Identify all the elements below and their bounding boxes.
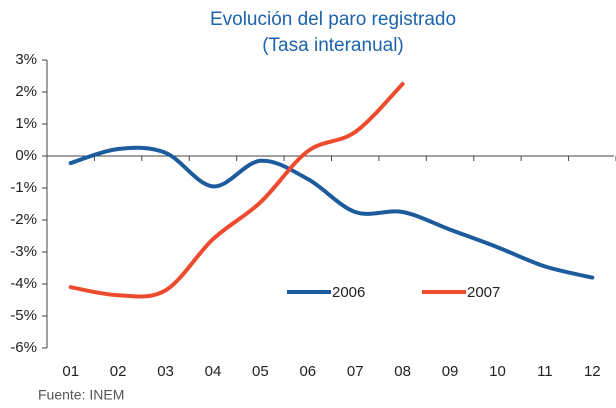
- legend-label: 2007: [467, 284, 500, 301]
- x-tick-label: 01: [62, 363, 79, 380]
- x-tick-label: 10: [489, 363, 506, 380]
- chart-subtitle: (Tasa interanual): [262, 35, 404, 56]
- y-tick-label: -4%: [10, 275, 37, 292]
- y-tick-label: -1%: [10, 179, 37, 196]
- x-tick-label: 08: [394, 363, 411, 380]
- x-tick-label: 11: [537, 363, 553, 380]
- x-tick-label: 02: [110, 363, 127, 380]
- y-tick-label: -5%: [10, 307, 37, 324]
- legend-label: 2006: [332, 284, 365, 301]
- series-line: [68, 145, 595, 280]
- series-line: [68, 82, 405, 299]
- x-tick-label: 09: [442, 363, 459, 380]
- y-tick-label: -6%: [10, 339, 37, 356]
- y-tick-label: 3%: [15, 51, 37, 68]
- y-tick-label: -2%: [10, 211, 37, 228]
- x-tick-label: 12: [584, 363, 601, 380]
- x-tick-label: 05: [252, 363, 269, 380]
- x-tick-label: 03: [157, 363, 174, 380]
- x-tick-label: 07: [347, 363, 364, 380]
- source: Fuente: INEM: [38, 387, 124, 403]
- y-tick-label: 0%: [15, 147, 37, 164]
- y-tick-label: 1%: [15, 115, 37, 132]
- x-tick-label: 04: [205, 363, 222, 380]
- y-tick-label: 2%: [15, 83, 37, 100]
- x-tick-label: 06: [299, 363, 316, 380]
- chart-title: Evolución del paro registrado: [210, 9, 456, 30]
- y-tick-label: -3%: [10, 243, 37, 260]
